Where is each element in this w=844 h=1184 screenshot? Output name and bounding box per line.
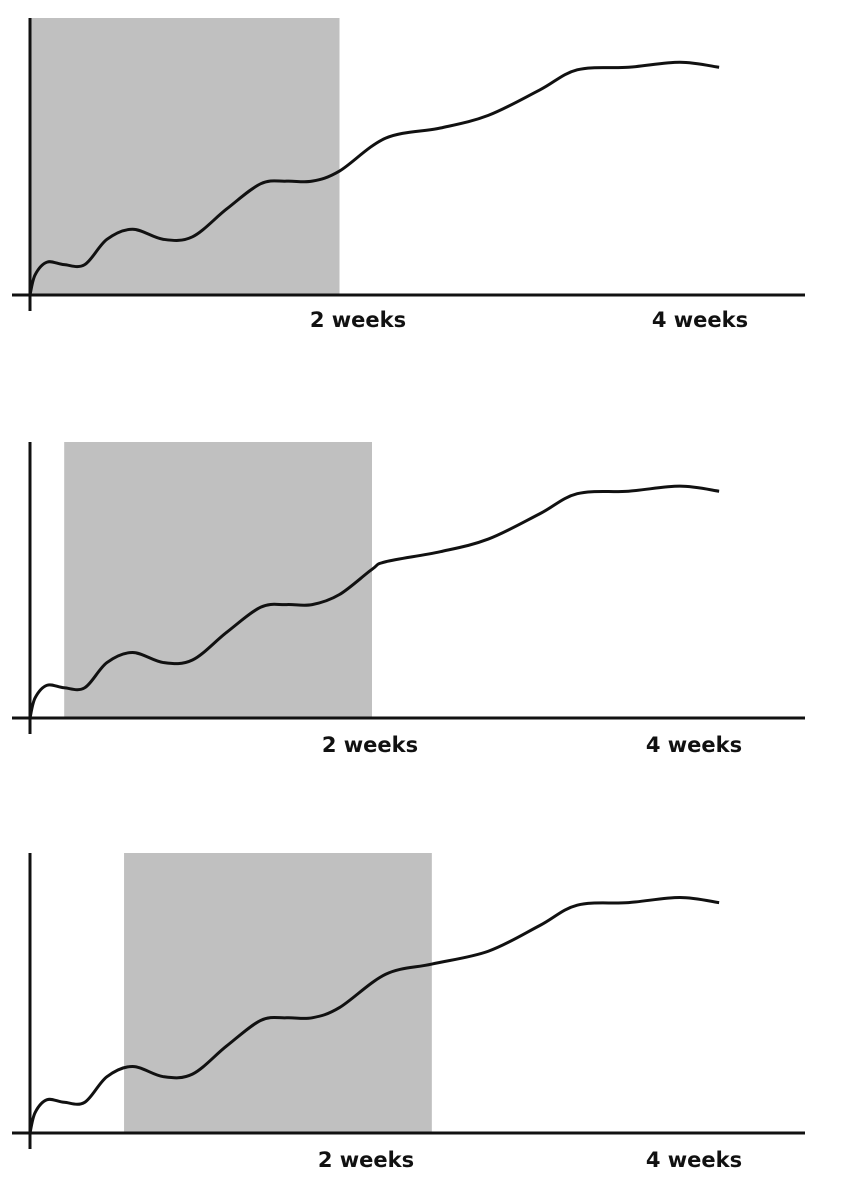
series-line: [28, 60, 720, 296]
chart-panel-1: 2 weeks 4 weeks: [12, 18, 805, 332]
shaded-window: [124, 853, 432, 1133]
x-tick-label: 4 weeks: [646, 733, 742, 757]
chart-panel-2: 2 weeks 4 weeks: [12, 442, 805, 757]
series-line: [28, 895, 720, 1134]
x-tick-label: 4 weeks: [646, 1148, 742, 1172]
chart-panel-3: 2 weeks 4 weeks: [12, 853, 805, 1172]
x-tick-label: 2 weeks: [322, 733, 418, 757]
x-tick-label: 2 weeks: [318, 1148, 414, 1172]
shaded-window: [64, 442, 372, 718]
shaded-window: [30, 18, 340, 295]
x-tick-label: 2 weeks: [310, 308, 406, 332]
x-tick-label: 4 weeks: [652, 308, 748, 332]
series-line: [28, 484, 720, 719]
